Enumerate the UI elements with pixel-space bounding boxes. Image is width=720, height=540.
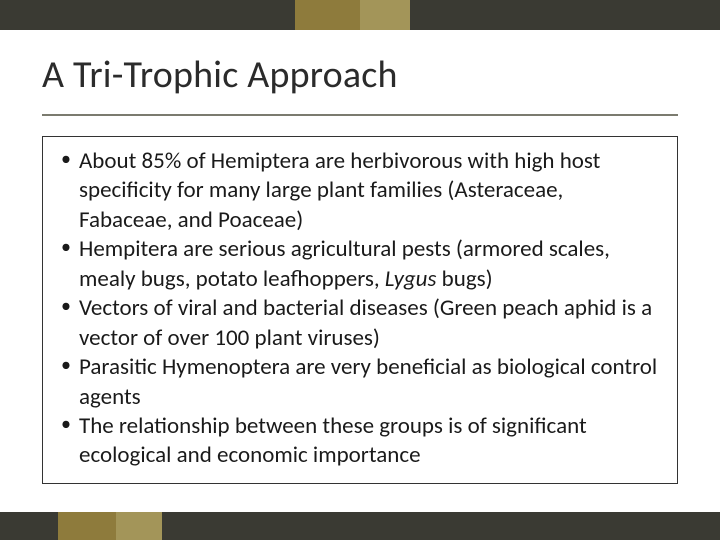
bullet-item: About 85% of Hemiptera are herbivorous w… — [59, 147, 661, 235]
slide: A Tri-Trophic Approach About 85% of Hemi… — [0, 0, 720, 540]
bullet-item: Hempitera are serious agricultural pests… — [59, 235, 661, 294]
top-accent-2 — [360, 0, 410, 30]
bullet-item: Vectors of viral and bacterial diseases … — [59, 294, 661, 353]
bottom-accent-1 — [58, 512, 116, 540]
top-band — [0, 0, 720, 30]
slide-title: A Tri-Trophic Approach — [42, 52, 678, 116]
bullet-item: The relationship between these groups is… — [59, 412, 661, 471]
bottom-band — [0, 512, 720, 540]
content-box: About 85% of Hemiptera are herbivorous w… — [42, 136, 678, 484]
bottom-accent-2 — [116, 512, 162, 540]
top-accent-1 — [295, 0, 360, 30]
bullet-item: Parasitic Hymenoptera are very beneficia… — [59, 353, 661, 412]
bullet-list: About 85% of Hemiptera are herbivorous w… — [59, 147, 661, 471]
